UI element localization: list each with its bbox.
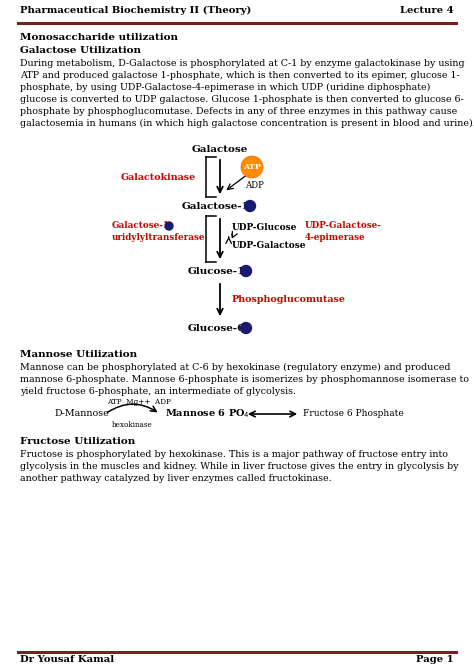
Circle shape <box>165 222 173 230</box>
Text: Page 1: Page 1 <box>416 655 454 664</box>
Text: Fructose 6 Phosphate: Fructose 6 Phosphate <box>303 409 404 419</box>
Text: Galactose-1-: Galactose-1- <box>112 221 173 231</box>
Text: Galactose Utilization: Galactose Utilization <box>20 46 141 55</box>
Text: glycolysis in the muscles and kidney. While in liver fructose gives the entry in: glycolysis in the muscles and kidney. Wh… <box>20 462 459 471</box>
Text: UDP-Galactose-: UDP-Galactose- <box>305 221 382 231</box>
Text: yield fructose 6-phosphate, an intermediate of glycolysis.: yield fructose 6-phosphate, an intermedi… <box>20 387 296 396</box>
Text: 4-epimerase: 4-epimerase <box>305 233 365 242</box>
Text: Monosaccharide utilization: Monosaccharide utilization <box>20 33 178 42</box>
Text: During metabolism, D-Galactose is phosphorylated at C-1 by enzyme galactokinase : During metabolism, D-Galactose is phosph… <box>20 59 465 68</box>
Text: Galactokinase: Galactokinase <box>120 173 196 181</box>
Text: ATP  Mg++  ADP: ATP Mg++ ADP <box>107 398 171 406</box>
Text: Lecture 4: Lecture 4 <box>401 6 454 15</box>
Text: glucose is converted to UDP galactose. Glucose 1-phosphate is then converted to : glucose is converted to UDP galactose. G… <box>20 95 464 104</box>
Text: UDP-Galactose: UDP-Galactose <box>232 240 307 250</box>
Text: Pharmaceutical Biochemistry II (Theory): Pharmaceutical Biochemistry II (Theory) <box>20 6 251 15</box>
Text: Galactose-1-: Galactose-1- <box>182 202 254 211</box>
Text: ATP and produced galactose 1-phosphate, which is then converted to its epimer, g: ATP and produced galactose 1-phosphate, … <box>20 71 460 80</box>
Circle shape <box>240 322 252 334</box>
Text: Mannose Utilization: Mannose Utilization <box>20 350 137 359</box>
Text: phosphate by phosphoglucomutase. Defects in any of three enzymes in this pathway: phosphate by phosphoglucomutase. Defects… <box>20 107 457 116</box>
Circle shape <box>245 201 255 211</box>
Text: mannose 6-phosphate. Mannose 6-phosphate is isomerizes by phosphomannose isomera: mannose 6-phosphate. Mannose 6-phosphate… <box>20 375 469 384</box>
Text: Glucose-1-: Glucose-1- <box>187 267 249 276</box>
Text: D-Mannose: D-Mannose <box>55 409 110 419</box>
Text: UDP-Glucose: UDP-Glucose <box>232 223 297 233</box>
Text: Glucose-6-: Glucose-6- <box>187 324 249 333</box>
Circle shape <box>241 156 263 178</box>
Text: Galactose: Galactose <box>192 145 248 154</box>
Text: galactosemia in humans (in which high galactose concentration is present in bloo: galactosemia in humans (in which high ga… <box>20 119 474 128</box>
Text: phosphate, by using UDP-Galactose-4-epimerase in which UDP (uridine diphosphate): phosphate, by using UDP-Galactose-4-epim… <box>20 83 430 92</box>
Text: Mannose 6 PO$_4$: Mannose 6 PO$_4$ <box>165 407 250 420</box>
Circle shape <box>240 266 252 276</box>
Text: uridylyltransferase: uridylyltransferase <box>112 233 206 242</box>
Text: ATP: ATP <box>243 163 261 171</box>
Text: Dr Yousaf Kamal: Dr Yousaf Kamal <box>20 655 114 664</box>
Text: Fructose Utilization: Fructose Utilization <box>20 437 135 446</box>
Text: hexokinase: hexokinase <box>112 421 153 429</box>
Text: Mannose can be phosphorylated at C-6 by hexokinase (regulatory enzyme) and produ: Mannose can be phosphorylated at C-6 by … <box>20 363 450 372</box>
Text: ADP: ADP <box>245 181 264 190</box>
Text: Phosphoglucomutase: Phosphoglucomutase <box>232 296 346 304</box>
Text: another pathway catalyzed by liver enzymes called fructokinase.: another pathway catalyzed by liver enzym… <box>20 474 332 483</box>
Text: Fructose is phosphorylated by hexokinase. This is a major pathway of fructose en: Fructose is phosphorylated by hexokinase… <box>20 450 448 459</box>
